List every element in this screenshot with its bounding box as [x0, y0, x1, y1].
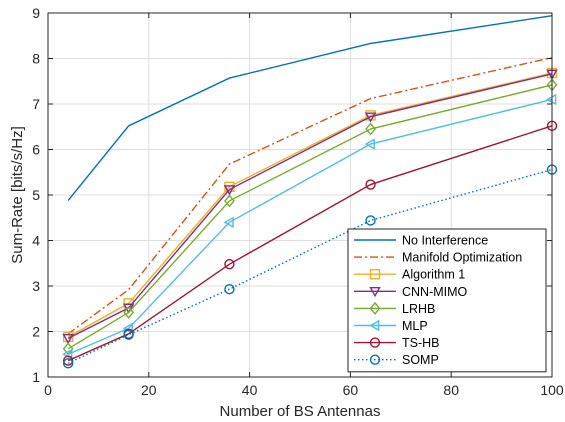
- legend-entry: No Interference: [354, 234, 488, 248]
- circle-marker: [365, 215, 376, 226]
- x-tick-label: 100: [540, 382, 564, 398]
- series-line: [67, 98, 553, 355]
- legend-box: [347, 228, 547, 373]
- series-line: [67, 73, 553, 339]
- legend-entry: MLP: [354, 319, 428, 333]
- y-tick-label: 8: [32, 51, 40, 67]
- circle-marker: [369, 337, 381, 348]
- triangle-down-marker: [62, 334, 74, 345]
- series-ts-hb: [62, 120, 558, 366]
- y-tick-label: 1: [32, 369, 40, 385]
- legend-label: Algorithm 1: [402, 268, 465, 282]
- diamond-marker: [365, 122, 376, 136]
- legend-entry: Manifold Optimization: [354, 251, 522, 265]
- legend-entry: LRHB: [354, 302, 435, 316]
- y-tick-label: 3: [32, 278, 40, 294]
- triangle-left-marker: [369, 319, 380, 332]
- y-tick-label: 4: [32, 233, 40, 249]
- x-tick-label: 80: [443, 382, 459, 398]
- legend-label: No Interference: [402, 234, 488, 248]
- triangle-down-marker: [369, 287, 381, 298]
- x-tick-label: 0: [44, 382, 52, 398]
- legend: No Interference Manifold Optimization Algo…: [347, 228, 547, 373]
- legend-label: TS-HB: [402, 336, 440, 350]
- legend-label: CNN-MIMO: [402, 285, 468, 299]
- series-line: [67, 84, 553, 350]
- series-line: [67, 15, 553, 201]
- series-line: [67, 72, 553, 338]
- x-tick-label: 40: [242, 382, 258, 398]
- circle-marker: [369, 354, 381, 365]
- series-layer: [62, 15, 558, 369]
- series-line: [67, 168, 553, 364]
- triangle-down-marker: [223, 185, 236, 196]
- circle-marker: [62, 358, 74, 369]
- legend-entry: Algorithm 1: [354, 268, 465, 282]
- diamond-marker: [369, 301, 381, 315]
- legend-label: SOMP: [402, 353, 439, 367]
- legend-label: Manifold Optimization: [402, 251, 522, 265]
- legend-label: MLP: [402, 319, 428, 333]
- legend-entry: TS-HB: [354, 336, 440, 350]
- y-tick-label: 2: [32, 324, 40, 340]
- legend-label: LRHB: [402, 302, 435, 316]
- series-manifold-optimization: [67, 56, 553, 335]
- circle-marker: [224, 283, 235, 295]
- diamond-marker: [123, 305, 135, 319]
- y-tick-label: 5: [32, 187, 40, 203]
- series-line: [67, 125, 553, 362]
- triangle-down-marker: [122, 303, 135, 314]
- legend-entry: SOMP: [354, 353, 439, 367]
- triangle-down-marker: [364, 112, 377, 123]
- y-tick-label: 6: [32, 142, 40, 158]
- circle-marker: [224, 258, 235, 270]
- x-tick-label: 20: [141, 382, 157, 398]
- y-axis-label: Sum-Rate [bits/s/Hz]: [9, 126, 26, 264]
- y-tick-label: 9: [32, 5, 40, 21]
- series-cnn-mimo: [62, 69, 558, 345]
- diamond-marker: [224, 194, 235, 208]
- square-marker: [369, 269, 381, 280]
- triangle-left-marker: [364, 138, 375, 150]
- series-line: [67, 56, 553, 335]
- circle-marker: [123, 329, 134, 340]
- triangle-left-marker: [223, 216, 234, 228]
- x-tick-label: 60: [343, 382, 359, 398]
- circle-marker: [365, 179, 376, 190]
- series-no-interference: [67, 15, 553, 201]
- axis-ticks: 0 20 40 60 80 100 1 2 3 4 5 6 7 8 9: [32, 5, 564, 398]
- x-axis-label: Number of BS Antennas: [220, 403, 381, 420]
- legend-entry: CNN-MIMO: [354, 285, 468, 299]
- y-tick-label: 7: [32, 96, 40, 112]
